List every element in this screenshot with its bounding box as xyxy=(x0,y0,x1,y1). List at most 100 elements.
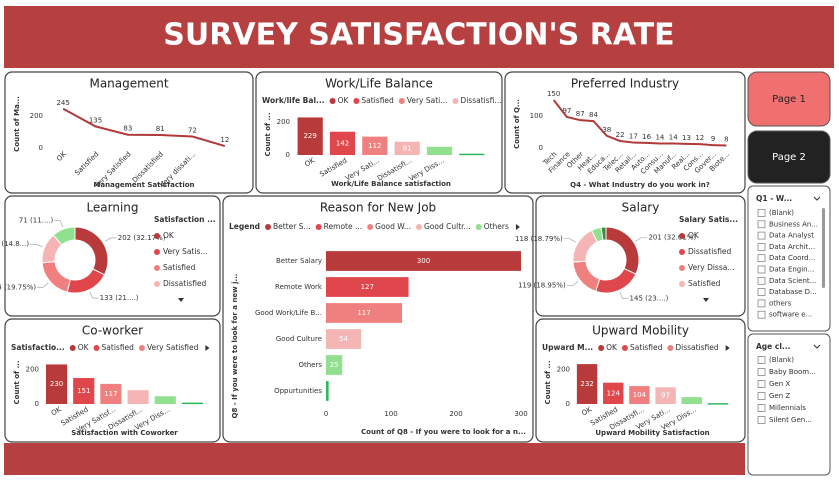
legend-title: Upward M... xyxy=(542,343,593,352)
scroll-arrow xyxy=(725,345,730,351)
slicer-item[interactable]: Data Coord... xyxy=(769,254,815,262)
page-button-label[interactable]: Page 2 xyxy=(772,152,806,163)
slicer-item[interactable]: (Blank) xyxy=(769,356,794,364)
legend-title: Work/life Bal... xyxy=(262,96,325,105)
data-label: 97 xyxy=(562,107,571,115)
footer-band xyxy=(4,443,745,475)
x-axis-title: Count of Q8 - If you were to look for a … xyxy=(361,428,526,436)
data-label: 119 (18.95%) xyxy=(518,282,566,290)
y-tick-label: 100 xyxy=(530,112,543,120)
legend-swatch xyxy=(353,98,360,104)
y-tick-label: 0 xyxy=(286,151,290,159)
data-label: 133 (21....) xyxy=(100,294,139,302)
bar xyxy=(73,378,95,404)
legend-swatch xyxy=(329,98,336,104)
data-label: 16 xyxy=(642,133,651,141)
bar xyxy=(681,397,702,404)
legend-title: Satisfaction ... xyxy=(154,215,216,224)
slicer-checkbox[interactable] xyxy=(757,231,766,240)
data-label: 38 xyxy=(602,126,611,134)
y-axis-title: Count of Q... xyxy=(513,99,521,149)
slicer-checkbox[interactable] xyxy=(757,368,766,376)
bar xyxy=(329,131,356,155)
slicer-item[interactable]: Database D... xyxy=(769,288,817,296)
data-label: 14 xyxy=(655,134,664,142)
slicer-checkbox[interactable] xyxy=(757,310,766,319)
slicer-item[interactable]: Baby Boom... xyxy=(769,368,816,376)
slicer-checkbox[interactable] xyxy=(757,404,766,412)
line xyxy=(62,107,226,148)
slicer-checkbox[interactable] xyxy=(757,288,766,296)
slicer-item[interactable]: others xyxy=(769,299,792,307)
bar xyxy=(655,387,676,404)
slicer-checkbox[interactable] xyxy=(757,380,766,388)
legend-swatch xyxy=(93,345,100,351)
data-label: 93 (14.8...) xyxy=(0,240,29,248)
x-axis-title: Upward Mobility Satisfaction xyxy=(595,429,709,437)
slicer-checkbox[interactable] xyxy=(757,299,766,308)
legend-label: Satisfied xyxy=(361,96,394,105)
panel xyxy=(4,71,254,194)
panel xyxy=(504,71,746,194)
legend-title: Salary Satis... xyxy=(679,215,738,224)
legend-label: Satisfied xyxy=(630,343,663,352)
legend-label: OK xyxy=(606,343,618,352)
slicer-checkbox[interactable] xyxy=(757,265,766,274)
slicer-title: Q1 - W... xyxy=(756,194,792,203)
slicer-chevron[interactable] xyxy=(813,196,821,201)
slicer-checkbox[interactable] xyxy=(757,254,766,263)
data-label: 71 (11....) xyxy=(19,217,54,225)
slicer xyxy=(747,185,831,332)
slicer-item[interactable]: Millennials xyxy=(769,404,806,412)
panel-title: Co-worker xyxy=(82,324,143,338)
legend-swatch xyxy=(367,224,374,230)
slicer-checkbox[interactable] xyxy=(757,243,766,251)
data-label: 230 xyxy=(50,380,63,388)
slicer-item[interactable]: Business An... xyxy=(769,220,818,228)
legend-label: Others xyxy=(484,222,509,231)
slicer-checkbox[interactable] xyxy=(757,416,766,424)
legend-label: Dissatisfied xyxy=(163,279,207,288)
leader-line xyxy=(37,282,49,288)
data-label: 104 xyxy=(633,391,647,399)
slicer-checkbox[interactable] xyxy=(757,356,766,364)
slicer-item[interactable]: Silent Gen... xyxy=(769,416,812,424)
bar xyxy=(394,141,420,155)
data-label: 97 xyxy=(661,392,670,400)
leader-line xyxy=(104,237,117,242)
legend-swatch xyxy=(679,281,685,287)
slicer-checkbox[interactable] xyxy=(757,276,766,285)
data-label: 25 xyxy=(330,361,339,369)
bar xyxy=(326,277,409,297)
bar xyxy=(603,382,624,404)
slicer-checkbox[interactable] xyxy=(757,392,766,400)
y-tick-label: 200 xyxy=(26,366,39,374)
bar xyxy=(459,153,485,156)
slicer-checkbox[interactable] xyxy=(757,220,766,229)
slicer-item[interactable]: software e... xyxy=(769,311,812,319)
slicer-chevron[interactable] xyxy=(813,344,821,349)
slicer-item[interactable]: Data Archit... xyxy=(769,243,815,251)
data-label: 124 xyxy=(607,389,621,397)
slicer-item[interactable]: Gen Z xyxy=(769,392,790,400)
legend-swatch xyxy=(621,345,628,351)
slicer-item[interactable]: Data Engin... xyxy=(769,266,814,274)
slicer-item[interactable]: Data Analyst xyxy=(769,232,814,240)
panel-title: Reason for New Job xyxy=(320,201,436,215)
data-label: 84 xyxy=(589,111,598,119)
slicer-item[interactable]: Gen X xyxy=(769,380,790,388)
page-button-label[interactable]: Page 1 xyxy=(772,94,806,105)
legend-swatch xyxy=(452,98,459,104)
page-button[interactable] xyxy=(747,71,831,127)
slicer-item[interactable]: Data Scient... xyxy=(769,277,816,285)
slicer-item[interactable]: (Blank) xyxy=(769,209,794,217)
data-label: 245 xyxy=(56,99,69,107)
panel-title: Learning xyxy=(86,201,138,215)
x-tick-label: 100 xyxy=(384,410,397,418)
legend-label: OK xyxy=(78,343,90,352)
slicer-checkbox[interactable] xyxy=(757,209,766,217)
y-axis-title: Count of Ma... xyxy=(13,96,21,152)
y-tick-label: 200 xyxy=(277,118,290,126)
data-label: 145 (23....) xyxy=(630,295,669,303)
page-button[interactable] xyxy=(747,130,831,184)
